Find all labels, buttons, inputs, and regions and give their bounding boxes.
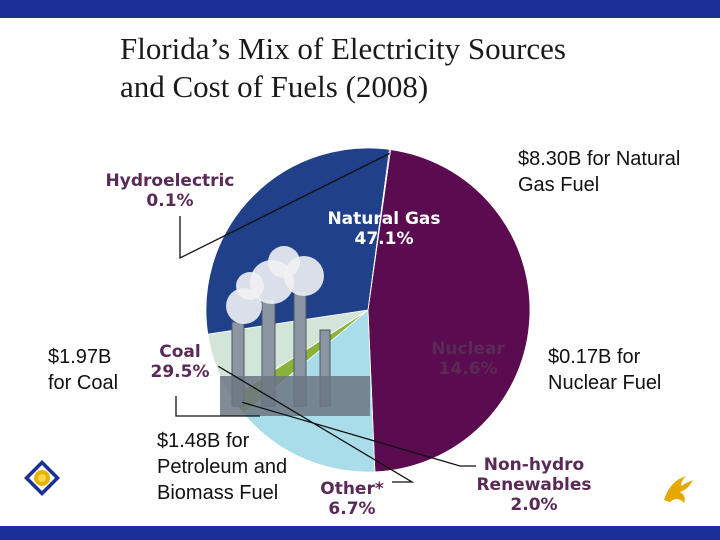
coal-label: Coal — [159, 342, 200, 362]
coal-cost-line-2: for Coal — [48, 372, 119, 394]
bottom-bar — [0, 526, 720, 540]
nuclear-cost-callout: $0.17B for Nuclear Fuel — [548, 344, 661, 396]
coal-value-label: 29.5% — [151, 362, 210, 382]
natural-gas-value-label: 47.1% — [355, 229, 414, 249]
other-cost-line-2: Petroleum and — [157, 456, 288, 478]
nuclear-value-label: 14.6% — [439, 359, 498, 379]
natural-gas-cost-line-2: Gas Fuel — [518, 174, 600, 196]
smoke-plume-shape — [268, 246, 300, 278]
slide-title: Florida’s Mix of Electricity Sources and… — [120, 30, 566, 106]
other-cost-callout: $1.48B for Petroleum and Biomass Fuel — [157, 428, 287, 506]
non-hydro-renewables-value-label: 2.0% — [510, 495, 557, 515]
pegasus-logo-icon — [664, 476, 693, 503]
non-hydro-leader-line — [242, 401, 476, 467]
nuclear-cost-line-1: $0.17B for — [548, 346, 641, 368]
other-leader-line — [217, 365, 415, 483]
other-value-label: 6.7% — [328, 499, 375, 519]
coal-cost-callout: $1.97B for Coal — [48, 344, 118, 396]
title-line-2: and Cost of Fuels (2008) — [120, 69, 429, 104]
hydroelectric-label: Hydroelectric — [106, 171, 235, 191]
hydroelectric-leader-line — [179, 152, 390, 260]
smoke-plume-shape — [236, 272, 264, 300]
title-line-1: Florida’s Mix of Electricity Sources — [120, 31, 566, 66]
non-hydro-renewables-label: Non-hydro — [484, 455, 584, 475]
power-plant-building-shape — [220, 376, 370, 416]
nuclear-label: Nuclear — [431, 339, 505, 359]
natural-gas-cost-callout: $8.30B for Natural Gas Fuel — [518, 146, 680, 198]
pie-slice-natural-gas — [367, 149, 531, 473]
sun-logo-icon — [24, 460, 60, 496]
pie-slice-hydroelectric — [367, 148, 392, 311]
hydroelectric-value-label: 0.1% — [146, 191, 193, 211]
coal-leader-line — [175, 396, 260, 417]
natural-gas-label: Natural Gas — [327, 209, 440, 229]
other-cost-line-3: Biomass Fuel — [157, 482, 279, 504]
top-bar — [0, 0, 720, 18]
other-cost-line-1: $1.48B for — [157, 430, 250, 452]
natural-gas-cost-line-1: $8.30B for Natural — [518, 148, 681, 170]
coal-cost-line-1: $1.97B — [48, 346, 112, 368]
nuclear-cost-line-2: Nuclear Fuel — [548, 372, 662, 394]
other-label: Other* — [320, 479, 384, 499]
non-hydro-renewables-label: Renewables — [476, 475, 591, 495]
